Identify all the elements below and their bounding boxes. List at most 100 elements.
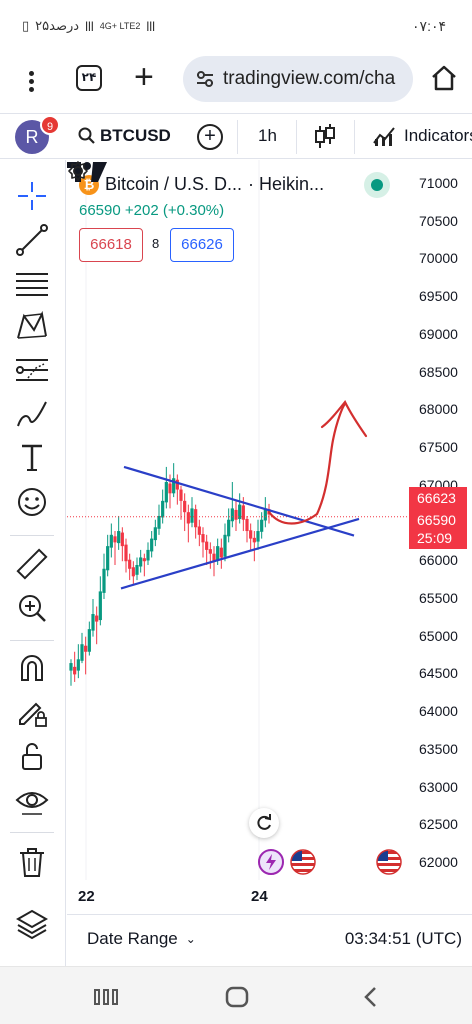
drawing-toolbar <box>0 160 66 966</box>
signal-icon: lll <box>85 18 94 34</box>
us-flag-event-icon-2[interactable] <box>376 849 402 875</box>
magnet-icon[interactable] <box>14 650 50 686</box>
event-lightning-icon[interactable] <box>258 849 284 875</box>
candle-body <box>76 659 80 671</box>
candle-body <box>172 478 176 494</box>
candle-body <box>117 531 121 544</box>
trend-line-icon[interactable] <box>14 222 50 258</box>
candle-body <box>175 479 179 490</box>
divider <box>10 535 54 536</box>
ask-price-tag: 66623 <box>409 487 467 509</box>
chart-header: R 9 BTCUSD + 1h Indicators <box>0 113 472 159</box>
home-nav-icon[interactable] <box>224 985 250 1009</box>
price-axis-label: 67500 <box>419 439 458 456</box>
lock-drawing-icon[interactable] <box>14 694 50 730</box>
interval-button[interactable]: 1h <box>258 126 277 145</box>
search-icon <box>78 127 95 144</box>
symbol-search[interactable]: BTCUSD <box>78 126 171 146</box>
trash-icon[interactable] <box>14 844 50 880</box>
candle-body <box>263 508 267 521</box>
eye-icon[interactable] <box>14 782 50 818</box>
price-axis-label: 62000 <box>419 854 458 870</box>
back-icon[interactable] <box>358 985 384 1009</box>
price-axis-label: 63500 <box>419 740 458 757</box>
drawn-arrow-head <box>320 399 368 438</box>
candle-body <box>249 530 253 539</box>
emoji-icon[interactable] <box>14 484 50 520</box>
crosshair-icon[interactable] <box>14 178 50 214</box>
us-flag-event-icon[interactable] <box>290 849 316 875</box>
candle-body <box>142 558 146 562</box>
candle-body <box>102 568 106 593</box>
price-axis-label: 66000 <box>419 552 458 569</box>
site-settings-icon[interactable] <box>195 69 215 89</box>
chart-bottom-bar: Date Range ⌄ 03:34:51 (UTC) <box>67 914 472 966</box>
menu-icon[interactable] <box>24 68 38 100</box>
candle-body <box>230 508 234 522</box>
symbol-title[interactable]: Bitcoin / U.S. D... <box>105 174 243 194</box>
zoom-in-icon[interactable] <box>14 590 50 626</box>
recent-apps-icon[interactable] <box>93 985 119 1009</box>
status-bar: ▯ ۲۵درصد lll 4G+ LTE2 lll ۰۷:۰۴ <box>0 0 472 56</box>
status-left: ▯ ۲۵درصد lll 4G+ LTE2 lll <box>22 18 155 34</box>
price-axis-label: 69500 <box>419 288 458 305</box>
chart-pane[interactable]: ₿ Bitcoin / U.S. D... · Heikin... 66590 … <box>67 160 472 966</box>
signal-icon-2: lll <box>146 18 156 34</box>
tabs-button[interactable]: ۲۴ <box>76 65 102 91</box>
price-axis-label: 65000 <box>419 627 458 644</box>
candle-body <box>157 515 161 529</box>
pattern-icon[interactable] <box>14 308 50 344</box>
indicators-label: Indicators <box>404 126 472 145</box>
price-axis-label: 64000 <box>419 703 458 720</box>
new-tab-button[interactable]: + <box>134 58 154 96</box>
candle-body <box>164 482 168 503</box>
candle-body <box>186 512 190 524</box>
candle-body <box>212 553 216 562</box>
network-indicator: 4G+ LTE2 <box>99 20 141 31</box>
layers-icon[interactable] <box>14 906 50 942</box>
candle-body <box>84 645 88 652</box>
candle-body <box>153 527 157 541</box>
reset-icon <box>257 814 271 830</box>
reset-chart-button[interactable] <box>249 808 279 838</box>
home-icon[interactable] <box>430 64 458 92</box>
spread-value: 8 <box>152 236 160 251</box>
settings-gear-icon[interactable] <box>67 160 89 182</box>
price-axis-label: 65500 <box>419 589 458 606</box>
brush-icon[interactable] <box>14 396 50 432</box>
indicators-button[interactable]: Indicators <box>372 125 472 147</box>
candle-body <box>252 537 256 543</box>
fib-retracement-icon[interactable] <box>14 266 50 302</box>
candle-body <box>69 663 73 671</box>
time-label-22: 22 <box>78 888 95 905</box>
date-range-button[interactable]: Date Range ⌄ <box>87 929 196 949</box>
sell-button[interactable]: 66618 <box>79 228 143 262</box>
candle-body <box>87 629 91 652</box>
candle-body <box>161 500 165 518</box>
ruler-icon[interactable] <box>14 546 50 582</box>
battery-text: ۲۵درصد <box>35 18 80 33</box>
candle-body <box>201 534 205 543</box>
address-bar[interactable]: tradingview.com/cha <box>183 56 413 102</box>
candle-body <box>205 541 209 550</box>
price-axis-label: 68500 <box>419 363 458 380</box>
price-chart[interactable] <box>67 160 472 914</box>
market-open-indicator <box>364 172 390 198</box>
candles-icon[interactable] <box>313 123 337 151</box>
divider <box>237 120 238 154</box>
candle-body <box>120 532 124 547</box>
candle-body <box>190 508 194 523</box>
buy-button[interactable]: 66626 <box>170 228 234 262</box>
price-axis-label: 63000 <box>419 778 458 795</box>
utc-clock[interactable]: 03:34:51 (UTC) <box>344 929 462 948</box>
candle-body <box>223 534 227 557</box>
forecast-icon[interactable] <box>14 352 50 388</box>
price-axis-label: 70500 <box>419 212 458 229</box>
drawn-arrow-path <box>267 402 347 525</box>
candle-body <box>131 567 135 577</box>
unlock-icon[interactable] <box>14 738 50 774</box>
compare-symbol-button[interactable]: + <box>197 124 223 150</box>
text-icon[interactable] <box>14 440 50 476</box>
last-price: 66590 <box>417 512 456 528</box>
candle-body <box>219 547 223 558</box>
